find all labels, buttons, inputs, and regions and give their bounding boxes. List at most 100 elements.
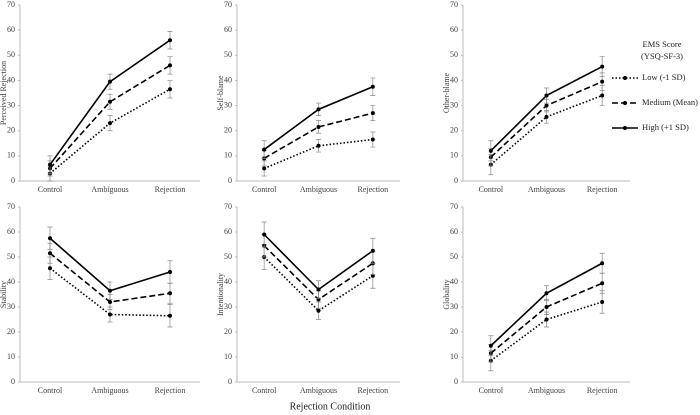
data-point <box>168 270 172 274</box>
data-point <box>48 162 52 167</box>
x-tick-label: Rejection <box>155 386 186 395</box>
x-tick-label: Rejection <box>587 386 618 395</box>
legend-marker <box>623 76 627 80</box>
y-tick-label: 20 <box>7 126 15 135</box>
data-point <box>316 287 321 292</box>
y-tick-label: 30 <box>7 302 15 311</box>
data-point <box>168 63 172 68</box>
y-tick-label: 70 <box>450 0 458 9</box>
data-point <box>108 312 112 317</box>
y-tick-label: 40 <box>224 75 232 84</box>
y-tick-label: 50 <box>7 252 15 261</box>
y-tick-label: 20 <box>224 126 232 135</box>
legend-label: Low (-1 SD) <box>642 72 686 82</box>
y-axis-title: Other-blame <box>442 72 451 113</box>
data-point <box>316 308 321 313</box>
series-line <box>263 138 373 170</box>
data-point <box>316 143 321 148</box>
data-point <box>262 147 267 152</box>
data-point <box>48 251 52 256</box>
data-point <box>544 114 549 119</box>
y-tick-label: 70 <box>7 0 15 9</box>
y-tick-label: 0 <box>454 176 458 185</box>
y-tick-label: 30 <box>224 100 232 109</box>
x-tick-label: Control <box>479 185 504 194</box>
data-point <box>262 166 267 171</box>
x-tick-label: Rejection <box>358 185 389 194</box>
data-point <box>600 79 605 84</box>
y-tick-label: 20 <box>224 327 232 336</box>
y-tick-label: 60 <box>450 25 458 34</box>
y-tick-label: 60 <box>450 227 458 236</box>
data-point <box>262 232 267 237</box>
data-point <box>370 137 375 142</box>
y-axis-title: Intentionality <box>216 273 225 316</box>
y-tick-label: 20 <box>7 327 15 336</box>
legend-title: (YSQ-SF-3) <box>641 51 683 61</box>
data-point <box>48 266 52 271</box>
data-point <box>600 64 605 69</box>
data-point <box>108 288 112 293</box>
data-point <box>108 99 112 104</box>
y-tick-label: 60 <box>7 227 15 236</box>
data-point <box>544 93 549 98</box>
y-axis-title: Globality <box>442 279 451 309</box>
y-tick-label: 50 <box>450 50 458 59</box>
data-point <box>168 313 172 318</box>
legend-marker <box>623 101 627 105</box>
y-tick-label: 10 <box>224 151 232 160</box>
legend-label: High (+1 SD) <box>642 122 689 132</box>
data-point <box>316 124 321 129</box>
series-line <box>49 267 171 317</box>
x-tick-label: Ambiguous <box>300 185 337 194</box>
data-point <box>108 300 112 304</box>
data-point <box>600 300 605 304</box>
y-tick-label: 50 <box>7 50 15 59</box>
y-tick-label: 10 <box>7 151 15 160</box>
data-point <box>108 121 112 126</box>
series-line <box>490 94 603 166</box>
x-tick-label: Control <box>479 386 504 395</box>
data-point <box>168 291 172 296</box>
series-line <box>49 64 171 169</box>
data-point <box>370 111 375 116</box>
x-axis-title: Rejection Condition <box>290 401 371 412</box>
y-tick-label: 20 <box>450 126 458 135</box>
y-axis-title: Perceived Rejection <box>0 61 8 125</box>
series-line <box>263 112 374 160</box>
x-tick-label: Ambiguous <box>91 386 128 395</box>
data-point <box>544 291 549 296</box>
y-tick-label: 60 <box>7 25 15 34</box>
data-point <box>544 103 549 108</box>
y-tick-label: 0 <box>11 377 15 386</box>
y-tick-label: 40 <box>224 277 232 286</box>
x-tick-label: Rejection <box>358 386 389 395</box>
y-tick-label: 70 <box>224 0 232 9</box>
data-point <box>370 84 375 89</box>
y-tick-label: 70 <box>450 202 458 211</box>
data-point <box>544 317 549 322</box>
series-line <box>263 256 374 312</box>
data-point <box>488 148 493 153</box>
x-tick-label: Control <box>252 185 277 194</box>
y-tick-label: 70 <box>7 202 15 211</box>
y-tick-label: 10 <box>224 352 232 361</box>
y-tick-label: 10 <box>450 151 458 160</box>
y-tick-label: 60 <box>224 227 232 236</box>
x-tick-label: Rejection <box>155 185 186 194</box>
data-point <box>48 236 52 241</box>
y-tick-label: 40 <box>450 75 458 84</box>
y-tick-label: 30 <box>7 100 15 109</box>
y-tick-label: 30 <box>450 100 458 109</box>
legend-title: EMS Score <box>643 39 682 49</box>
x-tick-label: Ambiguous <box>528 386 565 395</box>
data-point <box>600 281 605 286</box>
x-tick-label: Ambiguous <box>91 185 128 194</box>
data-point <box>600 93 605 98</box>
y-tick-label: 0 <box>454 377 458 386</box>
data-point <box>316 107 321 112</box>
y-tick-label: 10 <box>7 352 15 361</box>
y-tick-label: 0 <box>11 176 15 185</box>
x-tick-label: Control <box>38 185 63 194</box>
